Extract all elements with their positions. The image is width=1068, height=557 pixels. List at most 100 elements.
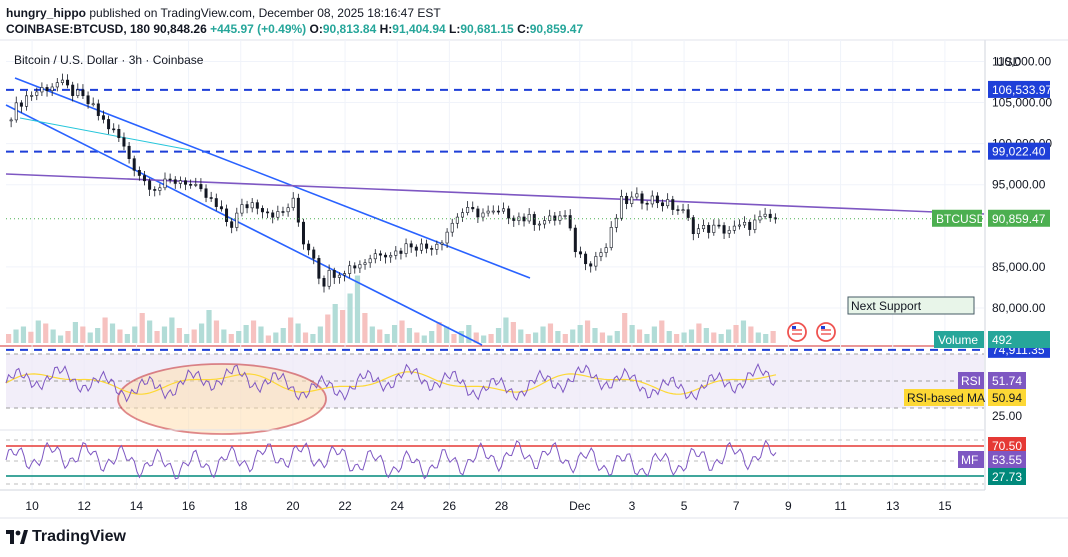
candle-body — [476, 208, 480, 218]
volume-bar — [288, 317, 294, 343]
candle-body — [30, 95, 34, 97]
candle-body — [163, 178, 167, 189]
channel-upper-line — [14, 77, 531, 279]
candle-body — [194, 184, 198, 186]
volume-bar — [733, 325, 739, 343]
candle-body — [225, 208, 229, 222]
volume-bar — [495, 328, 502, 343]
volume-bar — [607, 335, 613, 343]
x-tick-label: 22 — [338, 499, 352, 513]
brand-text: TradingView — [32, 528, 126, 545]
candle-body — [353, 265, 357, 269]
volume-bar — [243, 325, 249, 343]
candle-body — [732, 225, 736, 231]
volume-bar — [206, 310, 212, 343]
volume-bar — [636, 329, 643, 343]
x-tick-label: Dec — [569, 499, 590, 513]
x-tick-label: 24 — [391, 499, 405, 513]
close-value: 90,859.47 — [529, 22, 584, 36]
volume-bar — [740, 320, 747, 343]
mf-lower-tag — [988, 468, 1026, 485]
candle-body — [45, 87, 49, 92]
tradingview-brand[interactable]: TradingView — [6, 528, 126, 546]
candle-body — [245, 204, 249, 209]
candle-body — [153, 189, 157, 191]
y-tick-label: 85,000.00 — [992, 260, 1046, 274]
candle-body — [445, 231, 449, 244]
x-tick-label: 3 — [629, 499, 636, 513]
candle-body — [255, 202, 259, 209]
candle-body — [25, 95, 29, 107]
volume-bar — [80, 326, 86, 343]
volume-bar — [362, 313, 368, 343]
candle-body — [404, 243, 408, 254]
candle-body — [702, 225, 706, 230]
volume-bar — [696, 323, 702, 343]
candle-body — [101, 115, 105, 120]
rsi-label: RSI — [961, 374, 981, 388]
x-tick-label: 13 — [886, 499, 900, 513]
candle-body — [450, 222, 454, 233]
candle-body — [758, 216, 762, 221]
candle-body — [301, 221, 305, 245]
mf-lower-label: 27.73 — [992, 470, 1022, 484]
y-tick-label: 80,000.00 — [992, 301, 1046, 315]
volume-bar — [570, 329, 576, 343]
author-name[interactable]: hungry_hippo — [6, 6, 86, 20]
cyan-trend-line — [19, 117, 191, 151]
rsi-ma-label: RSI-based MA — [907, 391, 985, 405]
candle-body — [286, 207, 290, 213]
candle-body — [271, 212, 275, 218]
candle-body — [558, 215, 562, 221]
publish-info: hungry_hippo published on TradingView.co… — [6, 6, 441, 20]
volume-bar — [421, 335, 427, 343]
volume-bar — [20, 326, 27, 343]
candle-body — [384, 254, 388, 258]
candle-body — [373, 253, 377, 260]
candle-body — [737, 224, 741, 227]
volume-bar — [473, 332, 479, 343]
volume-bar — [555, 331, 561, 343]
volume-bar — [102, 317, 108, 343]
mf-line — [5, 439, 777, 480]
volume-bar — [13, 329, 19, 343]
volume-bar — [109, 323, 116, 343]
volume-bar — [488, 334, 494, 343]
volume-bar — [659, 320, 665, 343]
volume-bar — [198, 323, 205, 343]
volume-bar — [547, 323, 554, 343]
volume-bar — [302, 332, 309, 343]
rsi-ma-value-tag — [988, 389, 1026, 406]
us-flag-canton — [821, 326, 825, 329]
volume-bar — [57, 335, 64, 343]
volume-bar — [354, 275, 361, 343]
volume-bar — [176, 328, 182, 343]
candle-body — [132, 158, 136, 171]
volume-bar — [763, 334, 769, 343]
volume-value-tag — [988, 331, 1050, 348]
volume-label-tag — [934, 331, 984, 348]
candle-body — [414, 246, 418, 251]
candle-body — [563, 215, 567, 217]
us-flag-event-icon — [787, 322, 807, 342]
last-price-label: 90,859.47 — [992, 212, 1046, 226]
candle-body — [184, 180, 188, 185]
candle-body — [378, 253, 382, 256]
rsi-label-tag — [958, 372, 984, 389]
candle-body — [522, 216, 526, 222]
level-price-label: 106,533.97 — [992, 83, 1052, 97]
candle-body — [266, 211, 270, 214]
volume-bar — [6, 334, 12, 343]
symbol: COINBASE:BTCUSD, 180 — [6, 22, 151, 36]
candle-body — [76, 89, 80, 96]
candle-body — [214, 198, 218, 207]
volume-bar — [340, 310, 346, 343]
candle-body — [543, 220, 547, 225]
high-value: 91,404.94 — [392, 22, 446, 36]
candle-body — [609, 227, 613, 248]
candle-body — [327, 269, 331, 287]
volume-bar — [213, 320, 220, 343]
volume-bar — [443, 326, 450, 343]
candle-body — [578, 251, 582, 255]
